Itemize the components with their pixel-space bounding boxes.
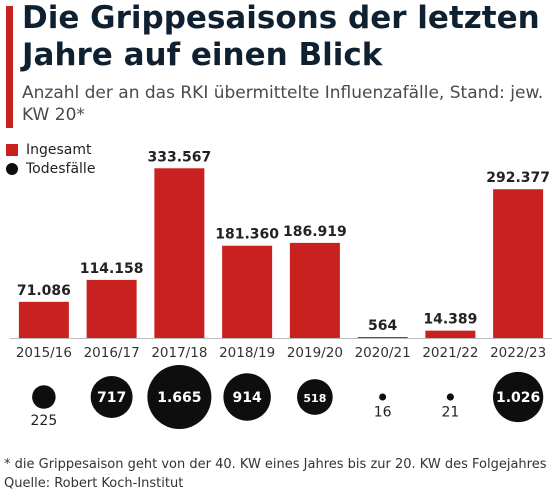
x-tick-label-2022/23: 2022/23	[490, 345, 546, 361]
data-label-total-2018/19: 181.360	[215, 227, 279, 243]
bar-total-2021/22	[425, 330, 476, 338]
legend-item-total: Ingesamt	[6, 140, 95, 159]
data-label-total-2017/18: 333.567	[147, 149, 211, 165]
chart-title: Die Grippesaisons der letzten Jahre auf …	[22, 0, 540, 73]
bar-total-2019/20	[289, 242, 340, 338]
bar-total-2016/17	[86, 279, 137, 338]
bubble-deaths-2017/18	[147, 365, 212, 429]
bar-total-2022/23	[493, 189, 544, 338]
data-label-total-2015/16: 71.086	[17, 283, 71, 299]
x-tick-label-2019/20: 2019/20	[287, 345, 343, 361]
bar-total-2020/21	[357, 337, 408, 338]
title-accent-bar	[6, 6, 13, 128]
footnote-note: * die Grippesaison geht von der 40. KW e…	[4, 457, 547, 472]
bubble-deaths-2015/16	[32, 385, 56, 409]
x-tick-label-2017/18: 2017/18	[151, 345, 207, 361]
x-tick-label-2020/21: 2020/21	[355, 345, 411, 361]
data-label-deaths-2018/19: 914	[233, 390, 262, 406]
bar-total-2018/19	[222, 245, 273, 338]
data-label-deaths-2019/20: 518	[303, 392, 326, 405]
data-label-deaths-2021/22: 21	[441, 405, 459, 421]
data-label-total-2022/23: 292.377	[486, 170, 550, 186]
legend-swatch-total	[6, 143, 18, 156]
data-label-deaths-2022/23: 1.026	[496, 390, 540, 406]
x-tick-label-2016/17: 2016/17	[84, 345, 140, 361]
data-label-total-2019/20: 186.919	[283, 224, 347, 240]
legend-item-deaths: Todesfälle	[6, 159, 95, 178]
data-label-deaths-2016/17: 717	[97, 390, 126, 406]
bar-chart: 71.086 2015/16 225 114.158 2016/17 717 333.567…	[10, 149, 552, 429]
x-tick-label-2015/16: 2015/16	[16, 345, 72, 361]
bubble-deaths-2022/23	[493, 371, 544, 423]
data-label-total-2016/17: 114.158	[80, 261, 144, 277]
footnote: * die Grippesaison geht von der 40. KW e…	[4, 455, 560, 493]
bar-total-2015/16	[18, 301, 69, 338]
bubble-deaths-2019/20	[297, 379, 333, 415]
bar-total-2017/18	[154, 168, 205, 338]
x-tick-label-2021/22: 2021/22	[422, 345, 478, 361]
data-label-total-2021/22: 14.389	[423, 312, 477, 328]
data-label-total-2020/21: 564	[368, 318, 397, 334]
bubble-deaths-2016/17	[90, 376, 133, 418]
bubble-deaths-2021/22	[446, 393, 454, 401]
chart-subtitle: Anzahl der an das RKI übermittelte Influ…	[22, 83, 544, 125]
legend-label-deaths: Todesfälle	[26, 160, 96, 177]
data-label-deaths-2015/16: 225	[31, 413, 58, 429]
footnote-source: Quelle: Robert Koch-Institut	[4, 476, 184, 491]
legend-swatch-deaths	[6, 162, 18, 175]
bubble-deaths-2020/21	[379, 393, 387, 401]
data-label-deaths-2020/21: 16	[374, 405, 392, 421]
x-tick-label-2018/19: 2018/19	[219, 345, 275, 361]
bubble-deaths-2018/19	[223, 373, 271, 421]
data-label-deaths-2017/18: 1.665	[157, 390, 201, 406]
legend-label-total: Ingesamt	[26, 141, 92, 158]
legend: Ingesamt Todesfälle	[6, 140, 95, 178]
